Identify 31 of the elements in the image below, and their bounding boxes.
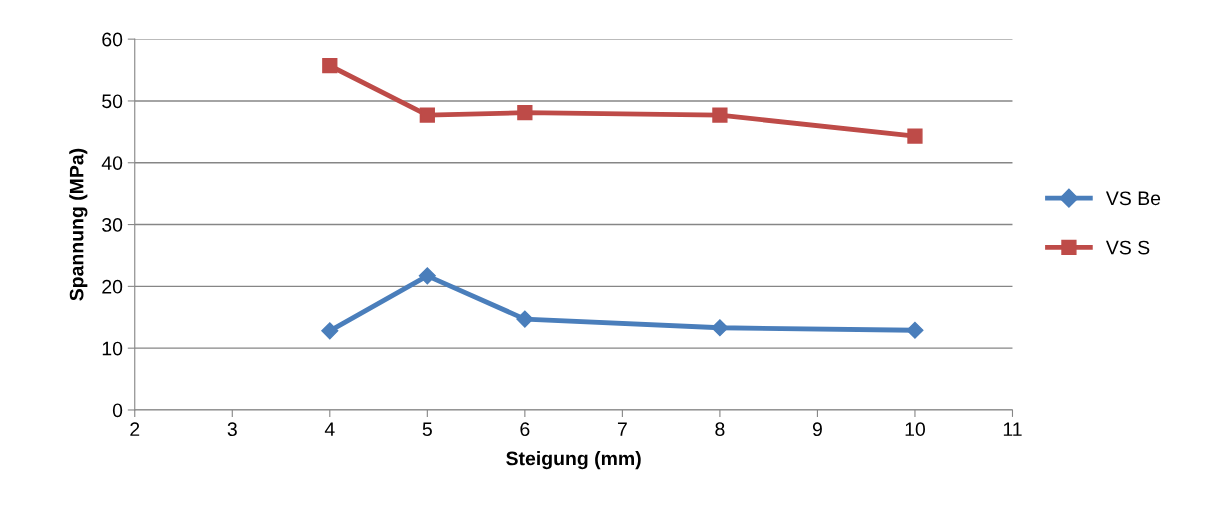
legend-label: VS S	[1105, 240, 1150, 255]
x-axis-title: Steigung (mm)	[506, 451, 641, 470]
x-tick-label: 4	[324, 422, 335, 436]
x-tick-label: 7	[617, 422, 627, 436]
point	[419, 107, 435, 123]
point	[711, 319, 729, 337]
x-tick-label: 6	[520, 422, 530, 437]
y-tick-label: 60	[102, 32, 123, 47]
legend-label: VS Be	[1105, 191, 1161, 206]
x-tick-label: 2	[130, 422, 140, 436]
point	[322, 58, 338, 74]
y-tick-label: 30	[102, 218, 123, 232]
point	[418, 267, 436, 285]
point	[517, 105, 533, 121]
point	[516, 310, 534, 328]
x-tick-label: 8	[715, 422, 725, 437]
y-tick-label: 20	[102, 279, 123, 294]
y-tick-label: 40	[101, 156, 123, 170]
x-tick-label: 11	[1003, 422, 1022, 436]
point	[907, 128, 923, 144]
x-tick-label: 3	[227, 422, 237, 437]
y-axis-title: Spannung (MPa)	[69, 148, 88, 301]
x-tick-label: 10	[905, 422, 926, 437]
x-tick-label: 9	[812, 422, 822, 437]
point	[712, 107, 728, 123]
y-tick-label: 50	[102, 94, 123, 109]
point	[906, 321, 924, 339]
x-tick-label: 5	[422, 422, 432, 437]
y-tick-label: 0	[112, 403, 123, 418]
point	[321, 322, 339, 340]
y-tick-label: 10	[102, 341, 123, 356]
